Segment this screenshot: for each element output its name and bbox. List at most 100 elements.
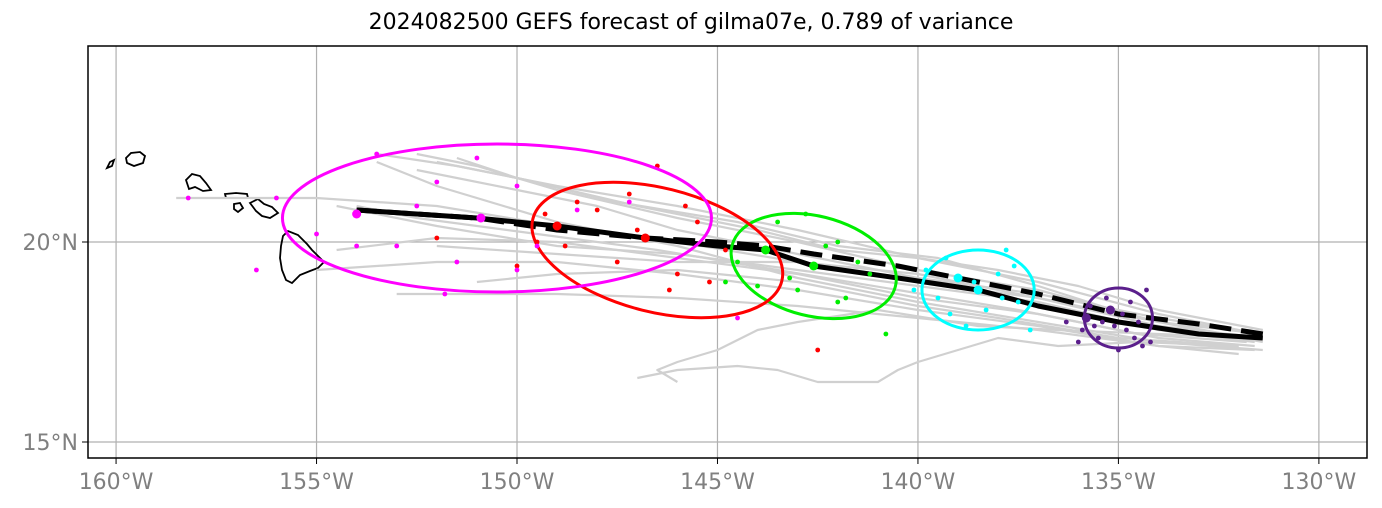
forecast-point: [923, 267, 929, 273]
forecast-point: [434, 235, 440, 241]
forecast-point: [883, 331, 889, 337]
forecast-point: [855, 259, 861, 265]
group-center-marker: [761, 245, 771, 255]
forecast-point: [1003, 247, 1009, 253]
x-tick-label: 140°W: [881, 470, 956, 495]
x-tick-label: 160°W: [79, 470, 154, 495]
forecast-point: [947, 311, 953, 317]
forecast-point: [695, 219, 700, 225]
forecast-point: [995, 271, 1001, 277]
forecast-groups: [185, 142, 1154, 353]
forecast-point: [755, 283, 760, 289]
forecast-point: [735, 315, 740, 321]
forecast-point: [1079, 327, 1085, 333]
forecast-point: [626, 199, 632, 205]
x-tick-label: 135°W: [1081, 470, 1156, 495]
forecast-point: [1063, 319, 1069, 325]
forecast-point: [707, 279, 712, 285]
forecast-point: [1136, 319, 1141, 325]
forecast-point: [815, 347, 821, 353]
maui-island: [248, 197, 280, 219]
forecast-point: [442, 291, 448, 297]
uncertainty-ellipse: [729, 211, 898, 321]
forecast-point: [514, 263, 520, 269]
forecast-point: [474, 155, 480, 161]
forecast-point: [1075, 339, 1081, 345]
forecast-point: [454, 259, 460, 265]
forecast-point: [971, 279, 977, 285]
forecast-point: [542, 211, 548, 217]
x-tick-label: 130°W: [1282, 470, 1357, 495]
forecast-point: [775, 219, 781, 225]
forecast-point: [434, 179, 440, 185]
forecast-point: [514, 267, 520, 273]
forecast-point: [795, 287, 801, 293]
group-center-marker: [476, 213, 486, 223]
forecast-point: [835, 239, 841, 245]
oahu-island: [184, 173, 213, 192]
forecast-point: [1095, 335, 1101, 341]
group-center-marker: [953, 273, 963, 283]
forecast-point: [1144, 287, 1149, 293]
ensemble-track: [356, 204, 1247, 344]
forecast-point: [1027, 327, 1033, 333]
forecast-point: [735, 259, 740, 265]
plot-frame: [87, 45, 1368, 459]
group-center-marker: [352, 209, 362, 219]
forecast-point: [1116, 347, 1121, 353]
ensemble-track: [476, 268, 1239, 348]
forecast-point: [626, 191, 632, 197]
forecast-point: [594, 207, 600, 213]
x-tick-label: 155°W: [279, 470, 354, 495]
forecast-point: [253, 267, 259, 273]
forecast-point: [723, 247, 728, 253]
axis-tick-labels: 160°W 155°W 150°W 145°W 140°W 135°W 130°W 20°N 1…: [23, 231, 1357, 495]
forecast-point: [274, 195, 279, 201]
ensemble-track: [436, 244, 1263, 336]
forecast-point: [843, 295, 849, 301]
forecast-point: [1011, 263, 1017, 269]
forecast-point: [983, 307, 989, 313]
forecast-point: [1132, 335, 1137, 341]
forecast-point: [1103, 295, 1109, 301]
forecast-point: [1140, 343, 1145, 349]
group-center-marker: [1081, 313, 1091, 323]
uncertainty-ellipse: [920, 248, 1036, 332]
forecast-point: [394, 243, 400, 249]
y-tick-label: 15°N: [23, 431, 78, 456]
forecast-point: [1099, 319, 1105, 325]
y-tick-label: 20°N: [23, 231, 78, 256]
group-center-marker: [552, 221, 562, 231]
forecast-point: [823, 243, 829, 249]
group-center-marker: [1105, 305, 1115, 315]
forecast-point: [723, 279, 728, 285]
forecast-point: [185, 195, 191, 201]
ensemble-track: [376, 160, 1263, 352]
forecast-point: [534, 243, 540, 249]
map-title: 2024082500 GEFS forecast of gilma07e, 0.…: [368, 10, 1014, 35]
forecast-point: [414, 203, 420, 209]
group-center-marker: [640, 233, 650, 243]
ensemble-track: [416, 168, 1259, 336]
forecast-point: [803, 211, 809, 217]
forecast-point: [574, 199, 580, 205]
forecast-point: [1091, 323, 1097, 329]
forecast-point: [314, 231, 319, 237]
forecast-point: [634, 227, 640, 233]
ensemble-track: [396, 292, 1239, 356]
forecast-point: [1128, 299, 1133, 305]
group-center-marker: [809, 261, 819, 271]
ensemble-track: [637, 336, 1239, 384]
forecast-point: [963, 323, 969, 329]
uncertainty-ellipse: [530, 180, 785, 320]
forecast-point: [1112, 323, 1117, 329]
forecast-point: [787, 275, 793, 281]
forecast-point: [683, 203, 688, 209]
forecast-point: [867, 271, 873, 277]
forecast-point: [835, 299, 841, 305]
forecast-point: [999, 295, 1005, 301]
forecast-point: [614, 259, 620, 265]
forecast-point: [1124, 327, 1129, 333]
forecast-point: [1087, 303, 1093, 309]
